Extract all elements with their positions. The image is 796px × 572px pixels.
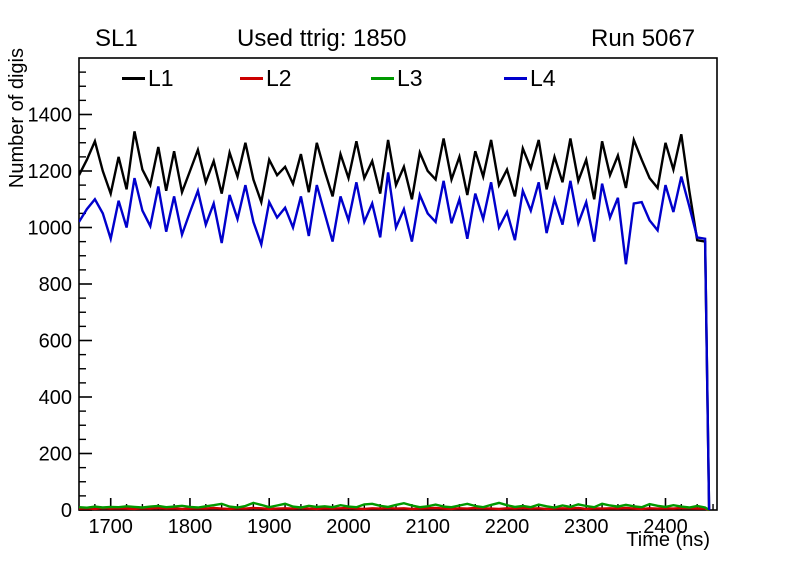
x-tick-label: 1700 — [88, 516, 133, 538]
pad-title-superlayer: SL1 — [95, 25, 138, 52]
y-tick-label: 400 — [39, 387, 72, 409]
legend-line-icon-l3 — [371, 76, 394, 80]
legend-label-l3: L3 — [397, 64, 423, 91]
x-tick-label: 2000 — [326, 516, 371, 538]
legend-line-icon-l1 — [122, 76, 145, 80]
x-tick-label: 2100 — [405, 516, 450, 538]
y-tick-label: 600 — [39, 331, 72, 353]
y-tick-label: 0 — [61, 500, 72, 522]
x-tick-label: 2400 — [643, 516, 688, 538]
legend-item-l1: L1 — [122, 65, 174, 91]
legend-label-l4: L4 — [530, 64, 556, 91]
x-tick-label: 2200 — [485, 516, 530, 538]
series-line-l2 — [79, 506, 710, 512]
legend-line-icon-l2 — [240, 76, 263, 80]
series-line-l3 — [79, 501, 710, 512]
legend-label-l1: L1 — [148, 64, 174, 91]
legend-label-l2: L2 — [266, 64, 292, 91]
series-line-l1 — [79, 131, 711, 511]
pad-title-ttrig: Used ttrig: 1850 — [237, 25, 407, 52]
y-tick-label: 1000 — [28, 218, 73, 240]
y-tick-label: 1200 — [28, 161, 73, 183]
legend-item-l2: L2 — [240, 65, 292, 91]
legend-item-l4: L4 — [504, 65, 556, 91]
pad-title-run: Run 5067 — [591, 25, 696, 52]
x-tick-label: 1800 — [168, 516, 213, 538]
legend-line-icon-l4 — [504, 76, 527, 80]
legend-item-l3: L3 — [371, 65, 423, 91]
axis-frame — [78, 57, 718, 511]
y-tick-label: 800 — [39, 274, 72, 296]
series-line-l4 — [79, 172, 711, 511]
y-axis-title: Number of digis — [6, 48, 28, 189]
y-tick-label: 200 — [39, 444, 72, 466]
y-tick-label: 1400 — [28, 105, 73, 127]
x-axis-title: Time (ns) — [626, 529, 710, 551]
x-tick-label: 2300 — [564, 516, 609, 538]
x-tick-label: 1900 — [247, 516, 292, 538]
